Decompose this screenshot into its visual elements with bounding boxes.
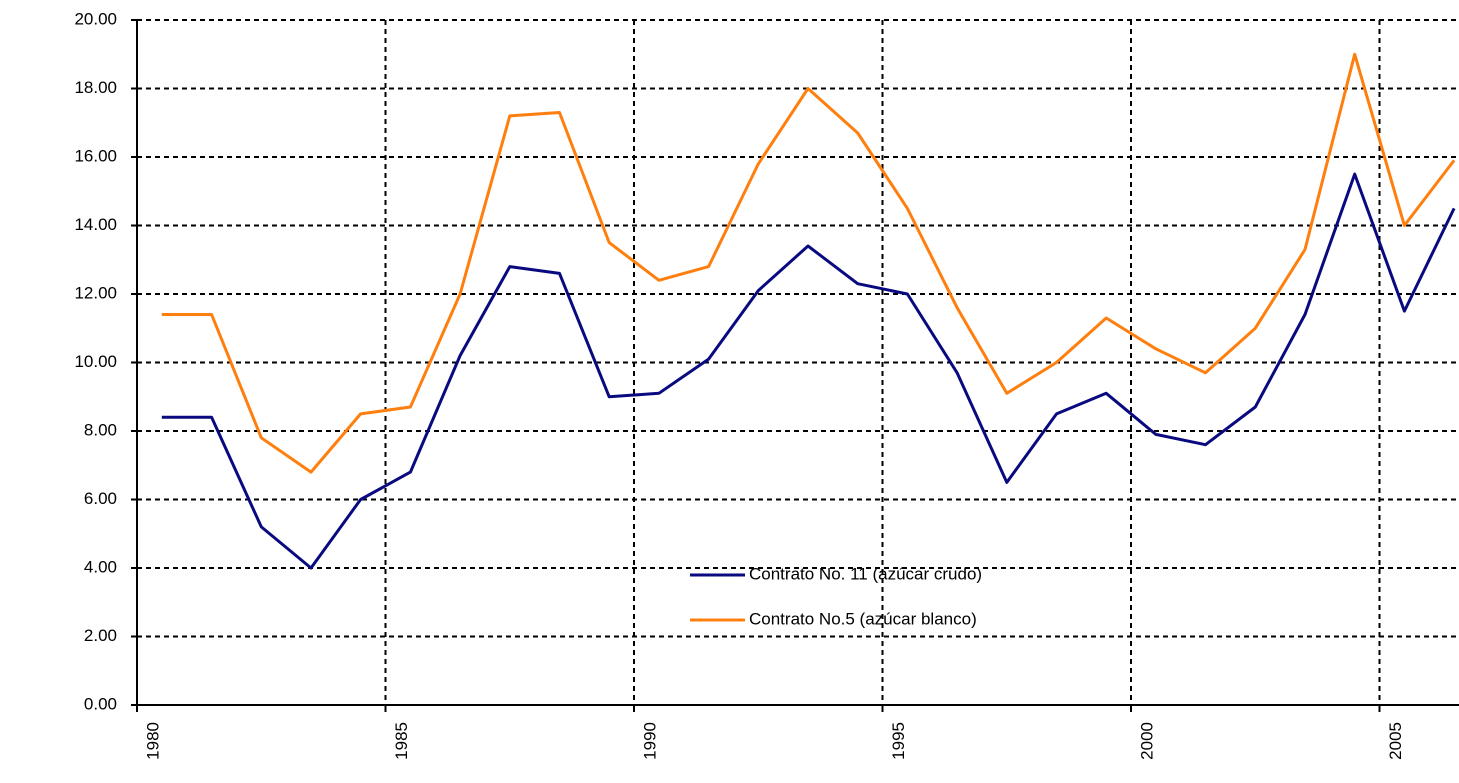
x-tick-label: 1995 [889, 722, 908, 760]
y-tick-label: 8.00 [84, 420, 117, 439]
series-line [161, 172, 1456, 570]
x-tick-label: 1990 [640, 722, 659, 760]
y-tick-label: 0.00 [84, 694, 117, 713]
x-tick-label: 1980 [143, 722, 162, 760]
y-tick-label: 20.00 [74, 9, 117, 28]
y-tick-label: 12.00 [74, 283, 117, 302]
series-line [161, 52, 1456, 474]
x-tick-label: 2005 [1386, 722, 1405, 760]
y-tick-label: 16.00 [74, 146, 117, 165]
y-tick-label: 2.00 [84, 626, 117, 645]
y-tick-label: 6.00 [84, 489, 117, 508]
x-tick-label: 1985 [392, 722, 411, 760]
y-tick-label: 18.00 [74, 78, 117, 97]
legend-label: Contrato No.5 (azúcar blanco) [749, 609, 977, 628]
y-tick-label: 4.00 [84, 557, 117, 576]
x-tick-label: 2000 [1137, 722, 1156, 760]
y-tick-label: 10.00 [74, 352, 117, 371]
y-tick-label: 14.00 [74, 215, 117, 234]
legend-label: Contrato No. 11 (azúcar crudo) [749, 564, 982, 583]
